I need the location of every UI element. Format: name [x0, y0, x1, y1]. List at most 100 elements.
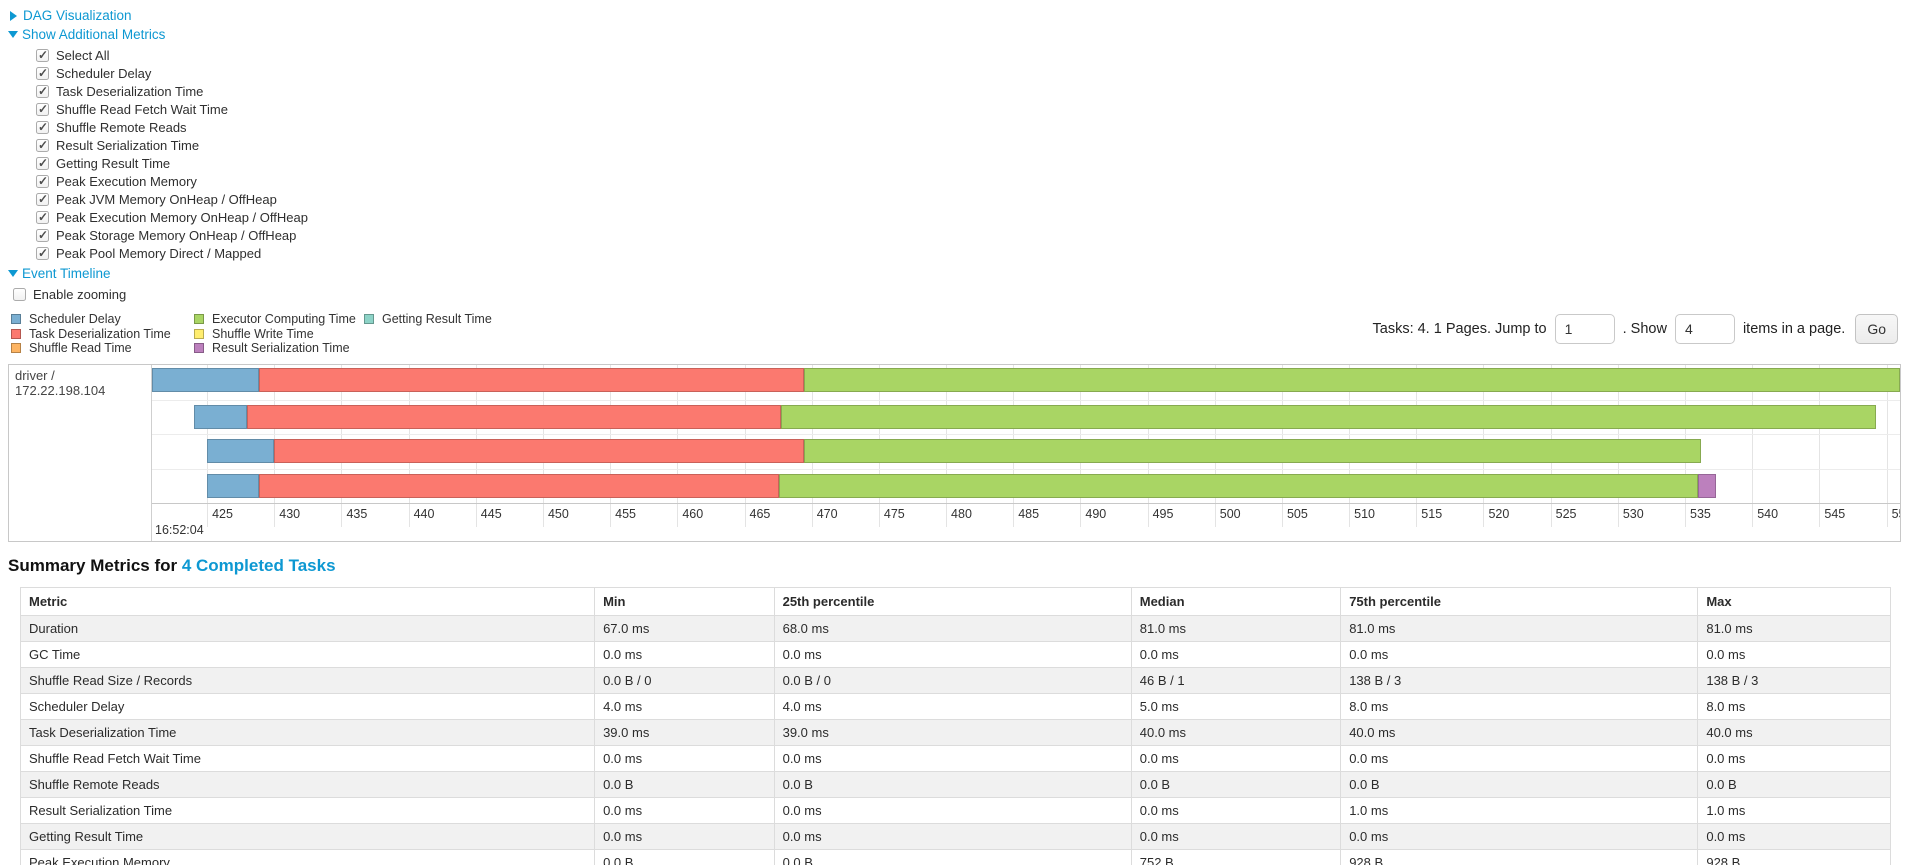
timeline-tick-label: 440	[413, 507, 435, 521]
metric-checkbox-row: Scheduler Delay	[8, 64, 1907, 82]
timeline-tick-label: 520	[1488, 507, 1510, 521]
metric-checkbox[interactable]	[36, 156, 49, 170]
task-bar-segment[interactable]	[207, 473, 260, 498]
timeline-tick-label: 455	[615, 507, 637, 521]
metric-checkbox[interactable]	[36, 102, 49, 116]
summary-metric-value: 0.0 ms	[1130, 797, 1342, 824]
summary-metric-value: 0.0 B	[1340, 771, 1699, 798]
timeline-tick-label: 525	[1555, 507, 1577, 521]
legend-item: Result Serialization Time	[191, 341, 361, 356]
metric-checkbox[interactable]	[36, 174, 49, 188]
legend-column: Getting Result Time	[361, 312, 492, 356]
task-bar-segment[interactable]	[259, 367, 804, 392]
metric-checkbox-row: Peak Execution Memory OnHeap / OffHeap	[8, 208, 1907, 226]
event-timeline-label: Event Timeline	[22, 266, 111, 281]
task-bar-segment[interactable]	[1698, 473, 1716, 498]
summary-metric-value: 0.0 ms	[1130, 641, 1342, 668]
legend-swatch-icon	[11, 343, 21, 354]
jump-to-page-input[interactable]	[1554, 314, 1615, 344]
stage-controls: DAG Visualization Show Additional Metric…	[0, 0, 1907, 303]
summary-metric-value: 39.0 ms	[773, 719, 1132, 746]
go-button[interactable]: Go	[1855, 314, 1898, 344]
completed-tasks-link[interactable]: 4 Completed Tasks	[181, 556, 336, 575]
summary-metric-value: 46 B / 1	[1130, 667, 1342, 694]
metric-checkbox[interactable]	[36, 48, 49, 62]
summary-metric-name: Shuffle Read Size / Records	[19, 667, 596, 694]
task-bar-segment[interactable]	[259, 473, 780, 498]
summary-metric-name: Scheduler Delay	[19, 693, 596, 720]
task-bar-segment[interactable]	[152, 367, 260, 392]
summary-metric-value: 928 B	[1340, 849, 1699, 865]
timeline-row-separator	[152, 434, 1900, 435]
metric-checkbox[interactable]	[36, 84, 49, 98]
metric-checkbox-row: Result Serialization Time	[8, 136, 1907, 154]
task-bar-segment[interactable]	[274, 439, 804, 463]
summary-metric-value: 0.0 ms	[594, 745, 775, 772]
timeline-tick-label: 470	[816, 507, 838, 521]
legend-column: Executor Computing Time Shuffle Write Tim…	[191, 312, 361, 356]
task-bar-segment[interactable]	[779, 473, 1699, 498]
summary-metric-value: 0.0 B / 0	[773, 667, 1132, 694]
metric-checkbox[interactable]	[36, 66, 49, 80]
enable-zooming-label: Enable zooming	[33, 286, 127, 302]
summary-column-header: 25th percentile	[773, 587, 1132, 616]
summary-table-row: Result Serialization Time 0.0 ms 0.0 ms 0.0…	[19, 797, 1891, 824]
metric-checkbox[interactable]	[36, 138, 49, 152]
event-timeline-chart: driver / 172.22.198.104 425 430 435 440 445 4…	[8, 364, 1901, 542]
summary-table-row: Getting Result Time 0.0 ms 0.0 ms 0.0 ms 0.0…	[19, 823, 1891, 850]
timeline-gridline	[1752, 365, 1754, 527]
metric-checkbox-row: Peak Storage Memory OnHeap / OffHeap	[8, 226, 1907, 244]
summary-metric-value: 39.0 ms	[594, 719, 775, 746]
task-bar-segment[interactable]	[803, 367, 1900, 392]
summary-metric-value: 0.0 B	[773, 771, 1132, 798]
metric-checkbox[interactable]	[36, 120, 49, 134]
caret-down-icon	[8, 270, 18, 277]
summary-metric-value: 0.0 ms	[773, 823, 1132, 850]
timeline-tick-label: 535	[1690, 507, 1711, 521]
metric-checkbox[interactable]	[36, 228, 49, 242]
timeline-tick-label: 445	[480, 507, 502, 521]
summary-metric-value: 8.0 ms	[1697, 693, 1891, 720]
summary-metric-value: 928 B	[1697, 849, 1891, 865]
summary-metric-value: 8.0 ms	[1340, 693, 1699, 720]
summary-metric-value: 0.0 B / 0	[594, 667, 775, 694]
summary-table-row: Peak Execution Memory 0.0 B 0.0 B 752 B 928 …	[19, 849, 1891, 865]
summary-column-header: Max	[1697, 587, 1891, 616]
summary-metric-value: 0.0 B	[594, 849, 775, 865]
items-per-page-input[interactable]	[1674, 314, 1735, 344]
legend-swatch-icon	[194, 343, 204, 354]
task-bar-segment[interactable]	[193, 404, 248, 429]
enable-zooming-checkbox[interactable]	[13, 287, 26, 301]
task-bar-segment[interactable]	[247, 404, 781, 429]
timeline-row-separator	[152, 468, 1900, 470]
show-additional-metrics-toggle[interactable]: Show Additional Metrics	[8, 27, 1907, 42]
summary-metric-value: 81.0 ms	[1340, 615, 1699, 642]
task-bar-segment[interactable]	[803, 439, 1702, 463]
metric-checkbox[interactable]	[36, 210, 49, 224]
timeline-row-separator	[152, 399, 1900, 401]
summary-metrics-title: Summary Metrics for 4 Completed Tasks	[8, 556, 1907, 576]
legend-swatch-icon	[194, 328, 204, 339]
legend-label: Result Serialization Time	[212, 341, 350, 356]
summary-metric-value: 4.0 ms	[594, 693, 775, 720]
summary-metric-value: 40.0 ms	[1697, 719, 1891, 746]
legend-label: Task Deserialization Time	[29, 326, 171, 341]
timeline-time-label: 16:52:04	[155, 523, 204, 537]
metric-checkbox-row: Getting Result Time	[8, 154, 1907, 172]
metric-checkbox-row: Shuffle Read Fetch Wait Time	[8, 100, 1907, 118]
legend-label: Shuffle Write Time	[212, 326, 314, 341]
metric-checkbox[interactable]	[36, 192, 49, 206]
task-bar-segment[interactable]	[780, 404, 1876, 429]
timeline-tick-label: 425	[212, 507, 233, 521]
metric-checkbox[interactable]	[36, 246, 49, 260]
summary-metric-value: 0.0 B	[1697, 771, 1891, 798]
legend-label: Shuffle Read Time	[29, 341, 132, 356]
task-bar-segment[interactable]	[207, 439, 275, 463]
summary-metric-name: Result Serialization Time	[19, 797, 596, 824]
event-timeline-toggle[interactable]: Event Timeline	[8, 266, 1907, 281]
legend-item: Task Deserialization Time	[8, 327, 191, 342]
summary-metric-name: Task Deserialization Time	[19, 719, 596, 746]
dag-visualization-toggle[interactable]: DAG Visualization	[8, 8, 1907, 23]
summary-table-row: GC Time 0.0 ms 0.0 ms 0.0 ms 0.0 ms 0.0 ms	[19, 641, 1891, 668]
